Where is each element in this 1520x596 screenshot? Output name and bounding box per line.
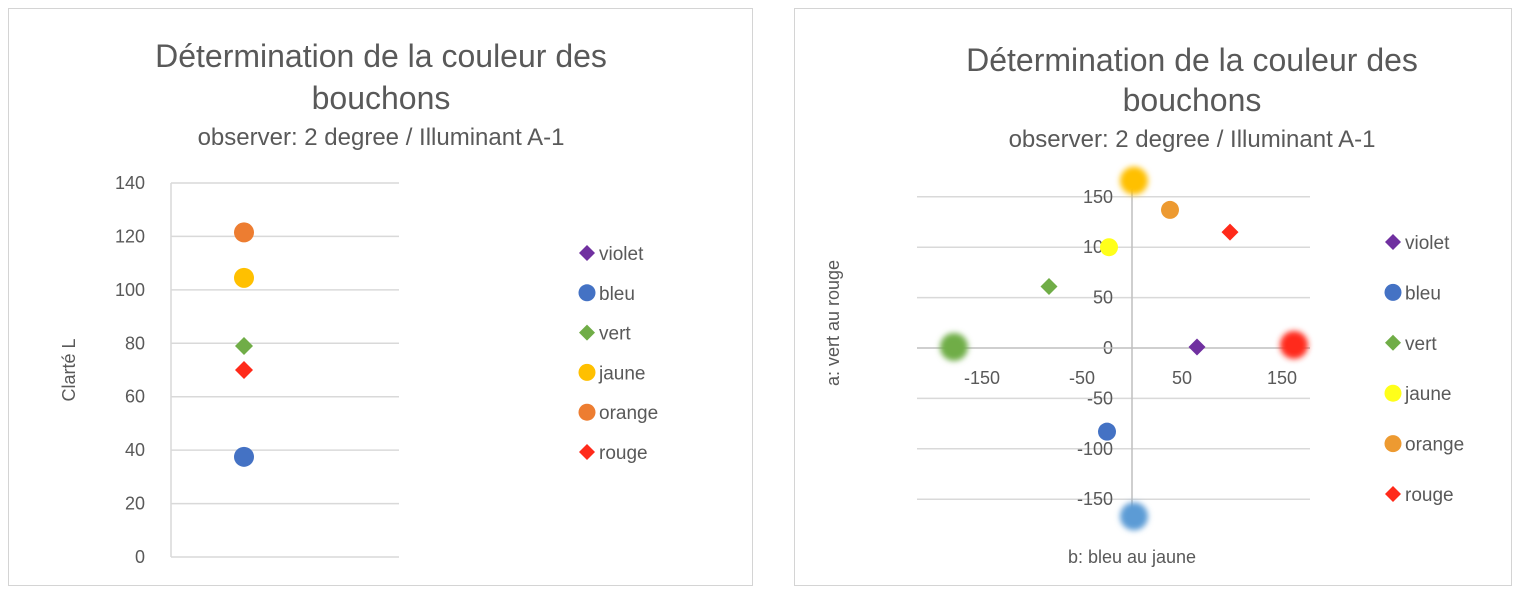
y-axis-title: a: vert au rouge (823, 260, 843, 386)
data-point-orange (1161, 200, 1179, 219)
data-point-violet (1188, 338, 1206, 356)
data-point-rouge (1280, 330, 1308, 359)
legend-label-vert: vert (1405, 334, 1437, 355)
data-point-rouge (1221, 223, 1239, 241)
data-point-vert (940, 332, 968, 361)
data-point-bleu (234, 446, 254, 467)
legend-marker-vert (1385, 334, 1401, 351)
y-tick-label: 0 (135, 547, 145, 567)
chart-subtitle: observer: 2 degree / Illuminant A-1 (1009, 126, 1376, 153)
legend-marker-rouge (579, 444, 595, 460)
legend-label-orange: orange (599, 403, 658, 424)
data-point-rouge (235, 361, 253, 379)
chart-title-line-1: Détermination de la couleur des (966, 42, 1418, 78)
legend-marker-bleu (578, 284, 596, 302)
legend-label-jaune: jaune (1404, 384, 1452, 405)
glow-point-vert (940, 332, 968, 361)
legend-label-bleu: bleu (1405, 283, 1441, 304)
glow-point-rouge (1280, 330, 1308, 359)
glow-point-bleu (1120, 502, 1148, 531)
y-tick-label: 50 (1093, 288, 1113, 308)
legend-label-violet: violet (599, 244, 644, 265)
legend-label-bleu: bleu (599, 284, 635, 305)
glow-point-jaune (1120, 166, 1148, 195)
x-tick-label: 50 (1172, 368, 1192, 388)
y-tick-label: 150 (1083, 187, 1113, 207)
legend-marker-jaune (1384, 384, 1402, 402)
data-point-orange (234, 222, 254, 243)
legend-label-orange: orange (1405, 435, 1464, 456)
x-tick-label: -150 (964, 368, 1000, 388)
legend-marker-vert (579, 324, 595, 341)
y-tick-label: 140 (115, 173, 145, 193)
y-axis-title: Clarté L (59, 338, 79, 401)
y-tick-label: 120 (115, 226, 145, 246)
legend-label-violet: violet (1405, 233, 1450, 254)
chart-title-line-1: Détermination de la couleur des (155, 38, 607, 74)
data-point-jaune (234, 267, 254, 288)
data-point-vert (1040, 278, 1058, 296)
y-tick-label: 20 (125, 494, 145, 514)
y-tick-label: 80 (125, 333, 145, 353)
legend-label-rouge: rouge (599, 443, 648, 464)
chart-left-svg: Détermination de la couleur des bouchons o… (59, 38, 658, 567)
legend-label-rouge: rouge (1405, 485, 1454, 506)
data-point-bleu (1120, 502, 1148, 531)
chart-title-line-2: bouchons (1123, 82, 1262, 118)
legend-marker-rouge (1385, 486, 1401, 502)
y-tick-label: 60 (125, 387, 145, 407)
y-tick-label: -50 (1087, 388, 1113, 408)
legend-marker-jaune (578, 363, 596, 381)
x-axis-title: b: bleu au jaune (1068, 547, 1196, 567)
legend-marker-bleu (1384, 283, 1402, 301)
x-tick-label: -50 (1069, 368, 1095, 388)
y-tick-label: 100 (115, 280, 145, 300)
data-point-bleu (1098, 422, 1116, 441)
legend-marker-violet (579, 245, 595, 261)
legend-marker-orange (578, 403, 596, 421)
legend-label-vert: vert (599, 324, 631, 345)
chart-panel-right: Détermination de la couleur des bouchons o… (794, 8, 1512, 586)
legend-marker-orange (1384, 435, 1402, 453)
x-tick-label: 150 (1267, 368, 1297, 388)
legend-marker-violet (1385, 234, 1401, 250)
y-tick-label: -100 (1077, 439, 1113, 459)
chart-panel-left: Détermination de la couleur des bouchons o… (8, 8, 753, 586)
data-point-jaune (1100, 238, 1118, 257)
data-point-vert (235, 336, 253, 355)
chart-subtitle: observer: 2 degree / Illuminant A-1 (198, 124, 565, 151)
y-tick-label: -150 (1077, 489, 1113, 509)
y-tick-label: 40 (125, 440, 145, 460)
legend-label-jaune: jaune (598, 363, 646, 384)
data-point-jaune (1120, 166, 1148, 195)
chart-title-line-2: bouchons (312, 80, 451, 116)
chart-right-svg: Détermination de la couleur des bouchons o… (823, 42, 1464, 567)
